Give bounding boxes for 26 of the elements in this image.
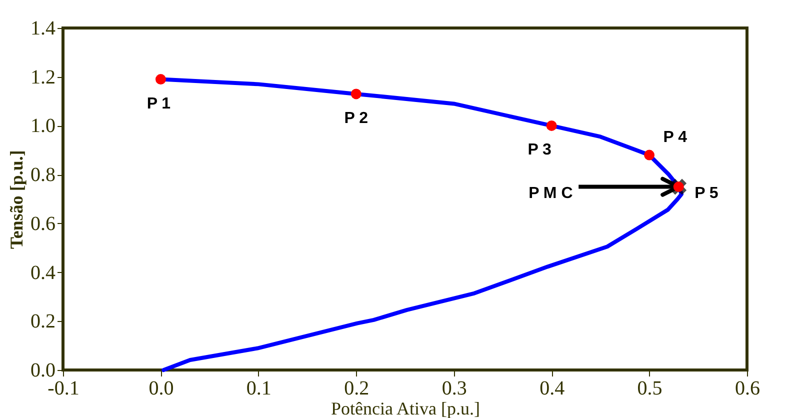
x-tick-label: 0.3: [442, 378, 467, 400]
point: [350, 88, 362, 100]
y-tick-label: 0.4: [30, 262, 56, 284]
point: [546, 120, 557, 131]
y-tick-label: 1.2: [30, 66, 56, 88]
point: [644, 150, 655, 160]
annotation: P 3: [528, 142, 552, 159]
y-tick-label: 0.6: [30, 212, 56, 235]
y-tick-label: 0.8: [30, 164, 56, 186]
annotation: P M C: [528, 184, 574, 202]
x-tick-label: 0.0: [148, 378, 174, 400]
point: [155, 74, 166, 85]
y-tick-label: 1.4: [30, 18, 56, 40]
x-tick-label: 0.5: [637, 378, 662, 400]
x-tick-label: 0.1: [246, 378, 272, 400]
annotation: P 5: [694, 184, 718, 202]
x-tick-label: 0.6: [735, 378, 760, 400]
annotation: P 2: [344, 110, 368, 127]
y-tick-label: 0.2: [30, 310, 56, 333]
y-axis-title: Tensão [p.u.]: [6, 150, 26, 249]
x-tick-label: 0.4: [540, 378, 565, 400]
annotation: P 4: [663, 129, 688, 146]
x-axis-title: Potência Ativa [p.u.]: [331, 398, 480, 418]
annotation: P 1: [146, 95, 171, 112]
y-tick-label: 1.0: [30, 115, 56, 138]
x-tick-label: 0.2: [344, 378, 370, 400]
